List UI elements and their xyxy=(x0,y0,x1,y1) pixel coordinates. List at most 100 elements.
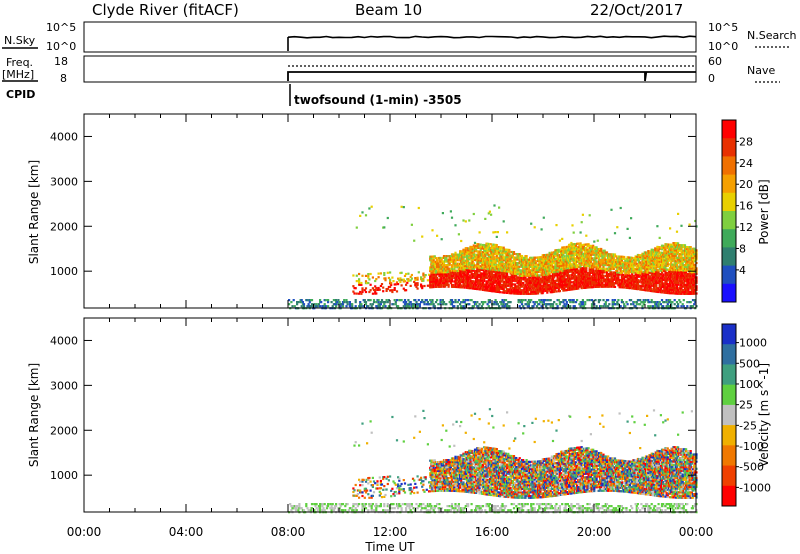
range-cell xyxy=(479,284,482,288)
range-cell xyxy=(377,272,380,275)
range-cell xyxy=(569,249,572,252)
range-cell xyxy=(646,285,649,288)
range-cell xyxy=(515,288,518,292)
range-cell xyxy=(460,286,463,289)
range-cell xyxy=(367,281,370,285)
range-cell xyxy=(624,270,627,273)
range-cell xyxy=(445,258,448,261)
range-cell xyxy=(509,268,512,271)
range-cell xyxy=(477,264,480,267)
range-cell xyxy=(566,245,569,248)
range-cell xyxy=(564,260,567,263)
range-cell xyxy=(672,265,675,268)
range-cell xyxy=(673,274,676,277)
range-cell xyxy=(503,275,506,278)
range-cell xyxy=(682,299,685,302)
range-cell xyxy=(453,276,456,279)
range-cell xyxy=(561,271,564,274)
range-cell xyxy=(623,268,626,271)
range-cell xyxy=(472,283,475,287)
range-cell xyxy=(515,270,518,274)
range-cell xyxy=(603,264,606,267)
range-cell xyxy=(481,260,485,263)
range-cell xyxy=(455,282,458,285)
range-cell xyxy=(666,261,669,264)
range-cell xyxy=(532,263,535,266)
range-cell xyxy=(411,303,415,306)
range-cell xyxy=(569,288,572,291)
range-cell xyxy=(566,254,569,257)
range-cell xyxy=(484,256,487,259)
range-cell xyxy=(578,278,581,281)
range-cell xyxy=(558,259,561,262)
range-cell xyxy=(595,253,598,256)
range-cell xyxy=(588,255,591,258)
range-cell xyxy=(510,279,513,282)
range-cell xyxy=(537,276,540,279)
range-cell xyxy=(518,299,521,302)
range-cell xyxy=(585,281,588,284)
range-cell xyxy=(641,285,644,288)
range-cell xyxy=(576,276,579,279)
range-cell xyxy=(447,283,450,286)
range-cell xyxy=(445,283,448,286)
range-cell xyxy=(553,267,556,270)
range-cell xyxy=(515,267,518,270)
range-cell xyxy=(569,286,572,289)
range-cell xyxy=(307,299,310,302)
range-cell xyxy=(650,263,653,266)
range-cell xyxy=(463,263,466,266)
range-cell xyxy=(463,286,466,289)
range-cell xyxy=(685,269,688,272)
range-cell xyxy=(462,250,465,253)
range-cell xyxy=(656,245,659,248)
range-cell xyxy=(673,261,676,264)
range-cell xyxy=(460,261,463,264)
range-cell xyxy=(358,281,361,284)
range-cell xyxy=(464,247,467,250)
range-cell xyxy=(383,273,386,276)
range-cell xyxy=(477,275,480,278)
range-cell xyxy=(610,278,613,281)
range-cell xyxy=(534,278,537,281)
range-cell xyxy=(481,247,485,250)
range-cell xyxy=(600,247,603,251)
range-cell xyxy=(460,262,463,265)
range-cell xyxy=(679,249,682,252)
range-cell xyxy=(479,256,482,259)
range-cell xyxy=(565,262,568,265)
range-cell xyxy=(681,303,684,306)
range-cell xyxy=(593,282,596,285)
range-cell xyxy=(681,253,684,256)
range-cell xyxy=(533,281,536,284)
range-cell xyxy=(501,277,504,280)
range-cell xyxy=(561,259,564,262)
range-cell xyxy=(665,257,668,260)
range-cell xyxy=(651,261,654,264)
range-cell xyxy=(518,260,521,263)
range-cell xyxy=(542,259,545,262)
range-cell xyxy=(541,270,544,273)
range-cell xyxy=(652,257,656,261)
range-cell xyxy=(681,262,684,265)
range-cell xyxy=(397,283,400,286)
range-cell xyxy=(585,261,588,264)
range-cell xyxy=(663,246,666,249)
range-cell xyxy=(432,303,435,306)
range-cell xyxy=(533,292,536,295)
range-cell xyxy=(431,301,434,304)
range-cell xyxy=(682,256,685,259)
range-cell xyxy=(503,250,506,253)
range-cell xyxy=(636,264,639,267)
range-cell xyxy=(654,250,657,254)
range-cell xyxy=(551,262,555,265)
range-cell xyxy=(371,292,374,295)
range-cell xyxy=(491,245,494,248)
range-cell xyxy=(562,258,565,262)
range-cell xyxy=(477,270,480,273)
range-cell xyxy=(520,264,524,267)
range-cell xyxy=(595,282,598,285)
range-cell xyxy=(587,254,590,257)
range-cell xyxy=(464,270,467,273)
range-cell xyxy=(484,253,487,256)
